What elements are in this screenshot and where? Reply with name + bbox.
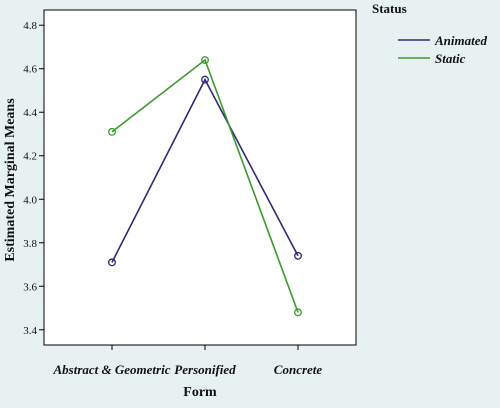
y-tick-label: 4.0 xyxy=(23,194,37,206)
data-point-animated xyxy=(201,75,209,84)
data-point-static xyxy=(108,127,116,136)
y-tick-label: 4.4 xyxy=(23,107,37,119)
y-tick-label: 4.6 xyxy=(23,64,37,76)
legend-label-static: Static xyxy=(435,51,466,66)
x-axis: Abstract & Geometric Personified Concrete xyxy=(53,345,323,377)
y-tick-label: 3.6 xyxy=(23,281,37,293)
data-point-static xyxy=(201,56,209,64)
legend-title: Status xyxy=(372,1,407,16)
legend-label-animated: Animated xyxy=(434,33,488,48)
x-tick-label: Abstract & Geometric xyxy=(53,362,171,377)
x-tick-label: Personified xyxy=(174,362,236,377)
x-axis-title: Form xyxy=(183,385,217,400)
data-point-animated xyxy=(108,258,116,267)
series-line-static xyxy=(111,58,299,313)
y-tick-label: 4.8 xyxy=(23,20,37,32)
series-layer xyxy=(108,56,302,317)
legend-items: Animated Static xyxy=(398,33,488,66)
y-tick-label: 3.4 xyxy=(23,325,37,337)
data-point-animated xyxy=(294,251,302,260)
plot-area xyxy=(43,9,357,346)
x-tick-label: Concrete xyxy=(274,362,323,377)
legend: Status Animated Static xyxy=(372,1,488,66)
series-line-animated xyxy=(111,77,299,263)
y-tick-label: 4.2 xyxy=(23,151,37,163)
y-axis: 3.4 3.6 3.8 4.0 4.2 4.4 4.6 4.8 xyxy=(23,20,44,337)
data-point-static xyxy=(294,308,302,317)
y-axis-title: Estimated Marginal Means xyxy=(3,98,18,262)
y-tick-label: 3.8 xyxy=(23,238,37,250)
